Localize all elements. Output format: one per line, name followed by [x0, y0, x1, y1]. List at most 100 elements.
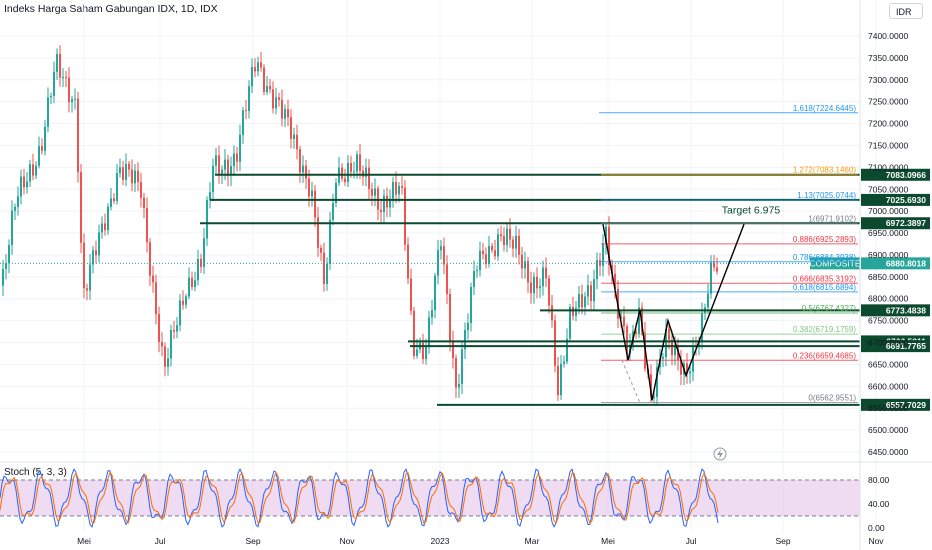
price-label: 6773.4838	[886, 305, 926, 315]
candle-body	[134, 170, 136, 184]
candle-body	[98, 232, 100, 256]
candle-body	[68, 77, 70, 103]
candle-body	[38, 146, 40, 166]
candle-body	[305, 165, 307, 179]
candle-body	[614, 273, 616, 289]
candle-body	[152, 275, 154, 283]
candle-body	[314, 190, 316, 218]
candle-body	[407, 244, 409, 279]
candle-body	[539, 286, 541, 289]
candle-body	[578, 294, 580, 308]
time-tick-label: 2023	[431, 536, 450, 546]
candle-body	[116, 173, 118, 202]
candle-body	[491, 245, 493, 251]
stoch-indicator-label[interactable]: Stoch (5, 3, 3)	[4, 467, 67, 478]
fib-label: 0.666(6835.3192)	[793, 274, 857, 283]
price-label: 6557.7029	[886, 400, 926, 410]
candle-body	[590, 285, 592, 302]
candle-body	[575, 307, 577, 316]
candle-body	[497, 234, 499, 257]
price-tick-label: 7150.0000	[868, 140, 908, 150]
currency-selector[interactable]: IDR	[889, 3, 923, 19]
candle-body	[26, 181, 28, 188]
candle-body	[605, 226, 607, 245]
price-tick-label: 6600.0000	[868, 381, 908, 391]
candle-body	[143, 197, 145, 208]
candle-body	[17, 196, 19, 207]
candle-body	[344, 178, 346, 183]
candle-body	[56, 54, 58, 72]
price-label: 7083.0966	[886, 170, 926, 180]
candle-body	[584, 296, 586, 308]
candle-body	[623, 316, 625, 327]
candle-body	[413, 310, 415, 356]
candle-body	[452, 341, 454, 359]
fib-label: 1.618(7224.6445)	[793, 104, 857, 113]
candle-body	[341, 167, 343, 179]
price-tick-label: 6950.0000	[868, 228, 908, 238]
price-label: 7025.6930	[886, 195, 926, 205]
candle-body	[272, 89, 274, 109]
candle-body	[137, 170, 139, 183]
levels: 7083.09667025.69306972.38976773.48386702…	[0, 168, 930, 411]
candle-body	[674, 344, 676, 356]
candle-body	[560, 363, 562, 396]
symbol-tag-bg	[810, 257, 860, 270]
candle-body	[488, 245, 490, 265]
candle-body	[482, 251, 484, 255]
pattern-line	[602, 224, 745, 401]
candle-body	[146, 207, 148, 243]
price-tick-label: 7100.0000	[868, 162, 908, 172]
candle-body	[14, 206, 16, 211]
candle-body	[95, 250, 97, 256]
price-label-bg	[861, 217, 930, 230]
price-tick-label: 6900.0000	[868, 250, 908, 260]
candle-body	[281, 99, 283, 119]
price-label-bg	[861, 398, 930, 411]
candle-body	[401, 186, 403, 188]
candle-body	[209, 192, 211, 201]
candle-body	[680, 360, 682, 375]
candle-body	[212, 165, 214, 193]
candle-body	[119, 167, 121, 174]
candle-body	[50, 95, 52, 98]
time-tick-label: Mar	[525, 536, 540, 546]
candle-body	[2, 269, 4, 286]
candle-body	[608, 226, 610, 266]
candle-body	[41, 146, 43, 151]
candle-body	[653, 396, 655, 398]
candle-body	[29, 164, 31, 182]
candle-body	[92, 250, 94, 265]
candle-body	[551, 305, 553, 321]
candle-body	[374, 188, 376, 196]
candle-body	[512, 239, 514, 249]
fib-label: 0.5(6767.4327)	[802, 304, 857, 313]
fib-label: 0.236(6659.4685)	[793, 351, 857, 360]
candle-body	[467, 322, 469, 331]
price-tick-label: 6650.0000	[868, 359, 908, 369]
candle-body	[476, 270, 478, 272]
candle-body	[434, 275, 436, 311]
candle-body	[263, 67, 265, 93]
candle-body	[350, 162, 352, 172]
price-label-bg	[861, 168, 930, 181]
candle-body	[164, 346, 166, 367]
price-tick-label: 6550.0000	[868, 403, 908, 413]
candle-body	[455, 358, 457, 388]
fib-label: 1.272(7083.1460)	[793, 166, 857, 175]
time-tick-label: Mei	[77, 536, 91, 546]
candle-body	[122, 167, 124, 180]
candle-body	[587, 285, 589, 297]
candle-body	[662, 357, 664, 359]
candle-body	[206, 200, 208, 239]
time-axis: Mei Jul Sep Nov 2023 Mar Mei Jul Sep Nov	[77, 536, 884, 546]
candle-body	[386, 195, 388, 208]
fib-label: 0(6562.9551)	[808, 394, 856, 403]
candle-body	[593, 279, 595, 302]
candle-body	[398, 186, 400, 195]
candle-body	[548, 278, 550, 306]
candle-body	[131, 169, 133, 184]
candle-body	[521, 254, 523, 269]
